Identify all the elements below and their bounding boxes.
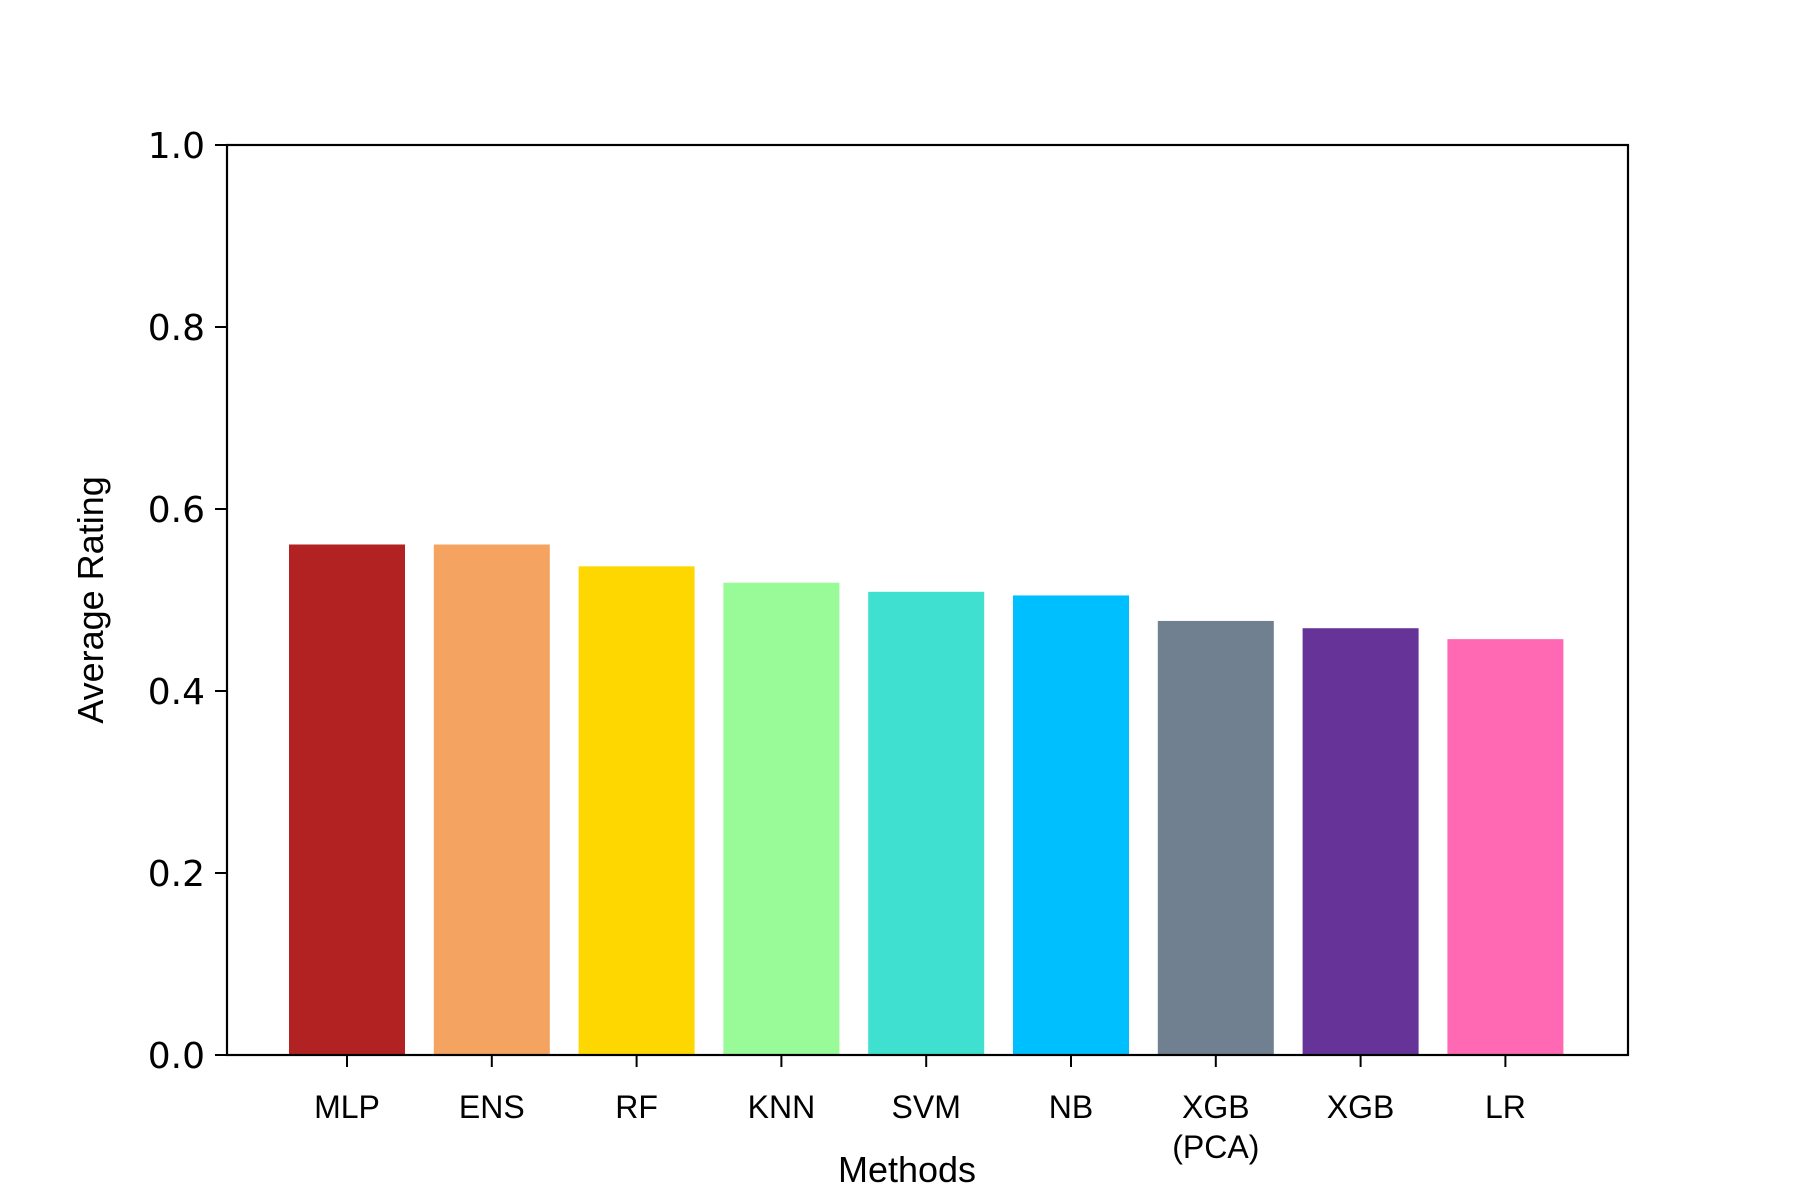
- bar-0: [289, 544, 405, 1055]
- x-tick-label-1: ENS: [459, 1089, 525, 1125]
- x-tick-label-3: KNN: [748, 1089, 816, 1125]
- x-tick-label-6-line-0: XGB: [1182, 1089, 1250, 1125]
- x-axis: MLP ENS RF KNN SVM NB XGB (PCA) XGB LR: [314, 1055, 1526, 1165]
- y-axis: 0.0 0.2 0.4 0.6 0.8 1.0: [148, 126, 227, 1077]
- x-axis-title: Methods: [838, 1149, 976, 1190]
- bar-2: [578, 566, 695, 1055]
- y-axis-title: Average Rating: [70, 476, 111, 724]
- bar-7: [1302, 628, 1419, 1055]
- x-tick-label-5: NB: [1049, 1089, 1093, 1125]
- plot-frame: [225, 143, 1630, 1057]
- bar-1: [433, 544, 550, 1055]
- y-tick-label-3: 0.6: [148, 490, 205, 531]
- bar-8: [1447, 639, 1564, 1055]
- y-tick-label-2: 0.4: [148, 672, 205, 713]
- bar-3: [723, 582, 840, 1055]
- x-tick-label-8: LR: [1485, 1089, 1526, 1125]
- x-tick-label-6-line-1: (PCA): [1172, 1129, 1259, 1165]
- y-tick-label-4: 0.8: [148, 308, 205, 349]
- x-tick-label-0: MLP: [314, 1089, 380, 1125]
- y-tick-label-0: 0.0: [148, 1036, 205, 1077]
- bars-group: [289, 544, 1564, 1055]
- bar-6: [1157, 620, 1274, 1055]
- x-tick-label-4: SVM: [892, 1089, 961, 1125]
- x-tick-label-2: RF: [615, 1089, 658, 1125]
- bar-5: [1013, 595, 1129, 1055]
- y-tick-label-1: 0.2: [148, 854, 205, 895]
- bar-4: [868, 591, 985, 1055]
- x-tick-label-7: XGB: [1327, 1089, 1395, 1125]
- y-tick-label-5: 1.0: [148, 126, 205, 167]
